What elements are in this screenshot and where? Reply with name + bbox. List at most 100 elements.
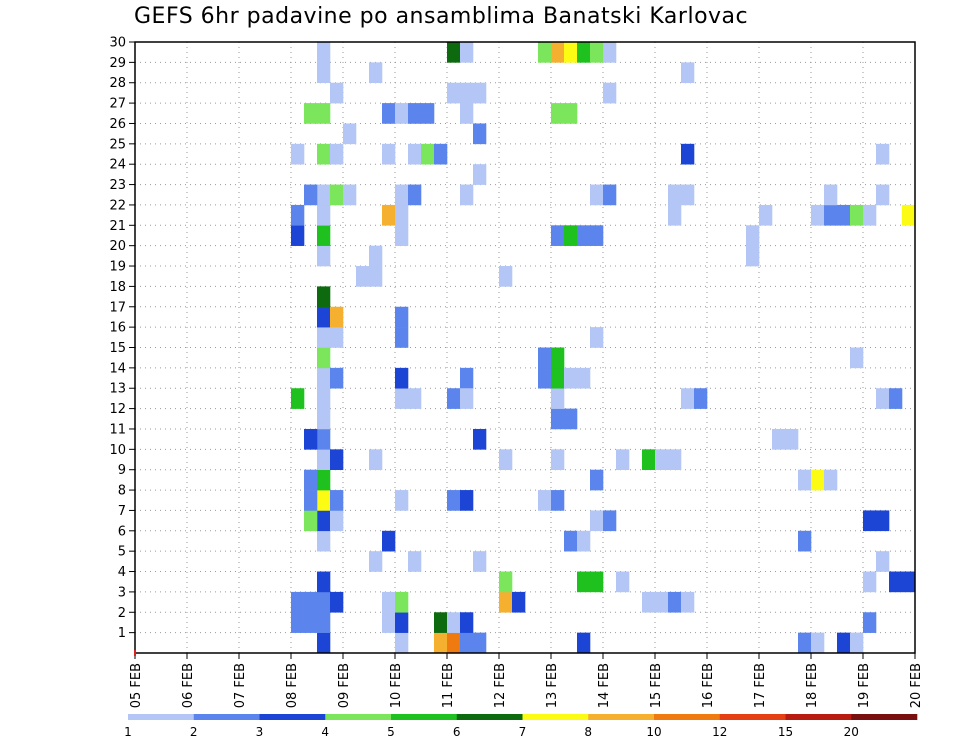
heatmap-cell xyxy=(590,225,604,246)
heatmap-cell xyxy=(473,164,487,185)
heatmap-cell xyxy=(369,551,383,572)
heatmap-cell xyxy=(343,184,357,206)
heatmap-cell xyxy=(460,82,474,104)
heatmap-cell xyxy=(356,266,370,287)
heatmap-cell xyxy=(798,632,812,654)
heatmap-cell xyxy=(681,388,695,409)
heatmap-cell xyxy=(317,490,331,511)
y-tick-label: 14 xyxy=(109,361,126,376)
heatmap-cell xyxy=(655,591,669,613)
heatmap-cell xyxy=(330,306,344,328)
heatmap-cell xyxy=(304,612,318,633)
x-tick-label: 10 FEB xyxy=(389,663,404,708)
y-tick-label: 7 xyxy=(118,504,126,519)
heatmap-cell xyxy=(564,408,578,430)
y-tick-label: 27 xyxy=(109,97,126,112)
heatmap-cell xyxy=(590,571,604,593)
y-tick-label: 26 xyxy=(109,117,126,132)
heatmap-cell xyxy=(395,490,409,511)
heatmap-cell xyxy=(590,42,604,63)
heatmap-cell xyxy=(785,428,799,450)
y-tick-label: 19 xyxy=(109,260,126,275)
x-tick-label: 08 FEB xyxy=(285,663,300,708)
y-tick-label: 4 xyxy=(118,565,126,580)
y-axis: 1234567891011121314151617181920212223242… xyxy=(109,36,135,641)
x-tick-label: 20 FEB xyxy=(909,663,924,708)
heatmap-cell xyxy=(317,571,331,593)
heatmap-cell xyxy=(824,184,838,206)
heatmap-cell xyxy=(304,103,318,124)
heatmap-cell xyxy=(577,632,591,654)
heatmap-cell xyxy=(382,103,396,124)
x-tick-label: 19 FEB xyxy=(857,663,872,708)
heatmap-cell xyxy=(551,490,565,511)
heatmap-cell xyxy=(564,103,578,124)
heatmap-cell xyxy=(330,591,344,613)
heatmap-cell xyxy=(876,510,890,532)
legend-label: 2 xyxy=(190,725,198,739)
heatmap-cell xyxy=(876,388,890,409)
heatmap-cell xyxy=(460,42,474,63)
heatmap-cell xyxy=(603,82,617,104)
heatmap-cell xyxy=(902,571,916,593)
heatmap-cell xyxy=(551,367,565,389)
legend-label: 4 xyxy=(321,725,329,739)
y-tick-label: 24 xyxy=(109,158,126,173)
heatmap-cell xyxy=(304,510,318,532)
heatmap-cell xyxy=(317,62,331,84)
y-tick-label: 12 xyxy=(109,402,126,417)
heatmap-cell xyxy=(343,123,357,145)
heatmap-cell xyxy=(876,184,890,206)
heatmap-cell xyxy=(408,184,422,206)
heatmap-cell xyxy=(538,42,552,63)
x-tick-label: 17 FEB xyxy=(753,663,768,708)
legend-label: 6 xyxy=(453,725,461,739)
legend-swatch xyxy=(456,714,523,720)
heatmap-cell xyxy=(564,367,578,389)
heatmap-cell xyxy=(408,103,422,124)
heatmap-cell xyxy=(811,469,825,491)
heatmap-cell xyxy=(317,428,331,450)
heatmap-cell xyxy=(590,327,604,348)
heatmap-cell xyxy=(798,530,812,552)
y-tick-label: 23 xyxy=(109,178,126,193)
heatmap-cell xyxy=(395,327,409,348)
legend-label: 3 xyxy=(256,725,264,739)
heatmap-cell xyxy=(304,591,318,613)
legend-label: 1 xyxy=(124,725,132,739)
legend-label: 15 xyxy=(778,725,793,739)
heatmap-cell xyxy=(473,82,487,104)
heatmap-cell xyxy=(369,62,383,84)
heatmap-cell xyxy=(291,388,305,409)
heatmap-cell xyxy=(564,42,578,63)
heatmap-cell xyxy=(317,449,331,470)
heatmap-cell xyxy=(811,204,825,226)
legend-swatch xyxy=(588,714,655,720)
x-tick-label: 06 FEB xyxy=(181,663,196,708)
heatmap-cell xyxy=(330,327,344,348)
y-tick-label: 20 xyxy=(109,239,126,254)
legend-swatch xyxy=(654,714,721,720)
y-tick-label: 11 xyxy=(109,422,126,437)
heatmap-cell xyxy=(694,388,708,409)
y-tick-label: 1 xyxy=(118,626,126,641)
heatmap-cell xyxy=(824,204,838,226)
heatmap-cell xyxy=(772,428,786,450)
legend-swatch xyxy=(391,714,458,720)
heatmap-cell xyxy=(538,367,552,389)
heatmap-cell xyxy=(460,367,474,389)
heatmap-cell xyxy=(460,632,474,654)
heatmap-cell xyxy=(460,184,474,206)
heatmap-cell xyxy=(317,42,331,63)
y-tick-label: 10 xyxy=(109,443,126,458)
y-tick-label: 25 xyxy=(109,137,126,152)
heatmap-cell xyxy=(408,388,422,409)
heatmap-cell xyxy=(551,103,565,124)
heatmap-cell xyxy=(551,388,565,409)
heatmap-cell xyxy=(837,204,851,226)
legend-swatch xyxy=(719,714,786,720)
heatmap-cell xyxy=(499,266,513,287)
y-tick-label: 18 xyxy=(109,280,126,295)
heatmap-cell xyxy=(460,103,474,124)
heatmap-cell xyxy=(499,449,513,470)
